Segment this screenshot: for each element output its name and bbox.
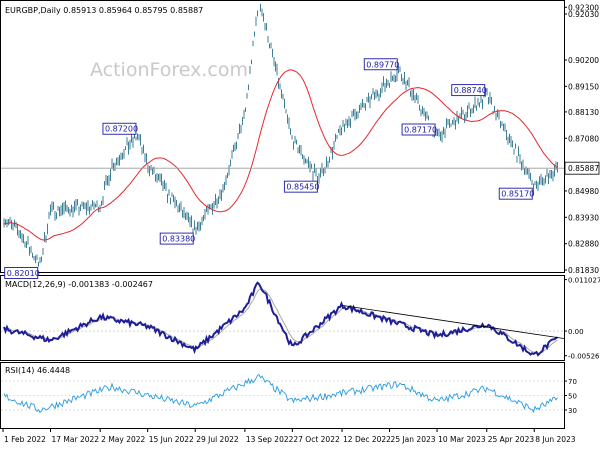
x-tick-label: 8 Jun 2023 — [535, 435, 576, 444]
price-bars — [3, 3, 558, 267]
rsi-y-axis: 70 50 30 — [1, 378, 577, 415]
annotation-box — [4, 267, 39, 279]
x-tick-label: 29 Jul 2022 — [196, 435, 239, 444]
macd-lines — [3, 281, 565, 357]
current-price-box — [564, 161, 600, 175]
x-tick-label: 12 Dec 2022 — [343, 435, 391, 444]
price-tick-label: 0.85887 — [568, 164, 599, 173]
annotation-label: 0.82010 — [7, 269, 40, 278]
macd-panel-frame — [0, 275, 565, 361]
annotation-box — [102, 122, 137, 135]
annotation-box — [283, 180, 318, 193]
price-tick-label: 0.89150 — [568, 82, 599, 91]
annotation-label: 0.85170 — [501, 190, 534, 199]
price-tick-label: 0.92030 — [568, 10, 599, 19]
price-tick-label: 0.92300 — [568, 3, 599, 12]
price-panel-title: EURGBP,Daily 0.85913 0.85964 0.85795 0.8… — [5, 6, 203, 15]
annotation-box — [401, 123, 436, 136]
annotation-label: 0.88740 — [454, 86, 487, 95]
annotation-label: 0.87170 — [404, 125, 437, 134]
annotation-box — [451, 84, 486, 97]
x-tick-label: 17 Mar 2022 — [52, 435, 100, 444]
x-tick-label: 1 Feb 2022 — [4, 435, 46, 444]
annotation-label: 0.85450 — [286, 183, 319, 192]
x-tick-label: 25 Apr 2023 — [488, 435, 535, 444]
watermark: ActionForex.com — [90, 59, 248, 81]
rsi-panel-title: RSI(14) 46.4448 — [5, 366, 70, 375]
x-tick-label: 27 Oct 2022 — [293, 435, 340, 444]
x-tick-label: 13 Sep 2022 — [246, 435, 294, 444]
macd-signal-line — [3, 288, 558, 354]
price-tick-label: 0.88130 — [568, 108, 599, 117]
price-panel-frame — [0, 0, 565, 273]
annotation-label: 0.87200 — [105, 125, 138, 134]
annotation-label: 0.83380 — [162, 235, 195, 244]
macd-line — [3, 281, 559, 357]
x-axis: 1 Feb 2022 17 Mar 2022 2 May 2022 15 Jun 20… — [2, 428, 576, 444]
rsi-tick-label: 50 — [568, 393, 577, 401]
annotation-label: 0.89770 — [366, 60, 399, 69]
annotation-box — [363, 58, 398, 71]
macd-tick-label: 0.00 — [568, 328, 584, 336]
macd-panel-title: MACD(12,26,9) -0.001383 -0.002467 — [5, 280, 153, 289]
x-tick-label: 15 Jun 2022 — [149, 435, 194, 444]
price-tick-label: 0.82880 — [568, 240, 599, 249]
rsi-tick-label: 70 — [568, 378, 577, 386]
rsi-line — [3, 373, 558, 414]
x-tick-label: 10 Mar 2023 — [438, 435, 486, 444]
price-tick-label: 0.90200 — [568, 56, 599, 65]
macd-tick-label: 0.011027 — [568, 277, 600, 285]
price-tick-label: 0.83930 — [568, 213, 599, 222]
price-tick-label: 0.81830 — [568, 266, 599, 275]
moving-average-line — [3, 69, 558, 241]
rsi-lines — [3, 373, 558, 414]
rsi-tick-label: 30 — [568, 407, 577, 415]
x-tick-label: 2 May 2022 — [101, 435, 145, 444]
price-tick-label: 0.87080 — [568, 134, 599, 143]
macd-trendline — [341, 305, 565, 339]
price-annotations: 0.926700.897700.887400.872000.871700.854… — [4, 58, 534, 279]
annotation-box — [159, 232, 194, 245]
annotation-box — [498, 187, 533, 200]
price-tick-label: 0.84980 — [568, 187, 599, 196]
x-tick-label: 25 Jan 2023 — [391, 435, 436, 444]
moving-average — [3, 69, 558, 241]
